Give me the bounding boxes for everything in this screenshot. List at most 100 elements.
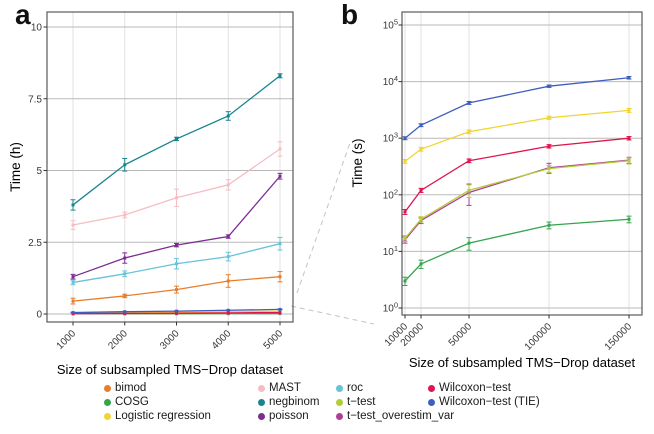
legend-swatch — [258, 384, 265, 392]
legend-item-roc: roc — [336, 381, 428, 395]
data-point — [278, 74, 282, 78]
data-point — [403, 159, 407, 163]
x-tick-label: 1000 — [55, 328, 79, 352]
data-point — [547, 167, 551, 171]
y-tick-label: 105 — [383, 18, 398, 32]
data-point — [547, 223, 551, 227]
data-point — [71, 311, 75, 315]
data-point — [403, 236, 407, 240]
x-tick-label: 2000 — [106, 328, 130, 352]
y-tick-label: 102 — [383, 187, 398, 201]
x-tick-label: 150000 — [603, 321, 635, 353]
data-point — [123, 163, 127, 167]
y-axis-title: Time (s) — [350, 139, 365, 188]
data-point — [175, 288, 178, 292]
data-point — [71, 275, 75, 279]
x-tick-label: 3000 — [158, 328, 182, 352]
data-point — [467, 101, 471, 105]
legend-swatch — [104, 412, 111, 420]
zoom-connector-line — [290, 305, 375, 325]
y-tick-label: 5 — [36, 166, 42, 177]
data-point — [175, 309, 178, 313]
series-roc — [70, 236, 283, 286]
x-tick-label: 100000 — [523, 321, 555, 353]
data-point — [226, 311, 230, 315]
data-point — [226, 114, 230, 118]
data-point — [123, 256, 127, 260]
legend-item-t−test_overestim_var: t−test_overestim_var — [336, 409, 454, 423]
data-point — [175, 196, 178, 200]
y-tick-label: 7.5 — [28, 94, 42, 105]
legend-label: Wilcoxon−test — [439, 382, 511, 394]
panel-a-label: a — [15, 0, 31, 30]
data-point — [467, 241, 471, 245]
data-point — [419, 123, 423, 127]
x-tick-label: 50000 — [447, 321, 475, 349]
legend-item-t−test: t−test — [336, 395, 428, 409]
series-Wilcoxon−test (TIE) — [402, 76, 632, 141]
data-point — [123, 310, 127, 314]
data-point — [467, 159, 471, 163]
legend-label: negbinom — [269, 396, 320, 408]
y-tick-label: 2.5 — [28, 238, 42, 249]
data-point — [278, 174, 282, 178]
data-point — [419, 147, 423, 151]
data-point — [547, 144, 551, 148]
panel-a-chart: 1000 2000 3000 4000 5000 0 2.5 5 7.5 10 Size of su… — [8, 11, 294, 377]
data-point — [403, 279, 407, 283]
data-point — [175, 262, 178, 266]
series-line — [404, 218, 630, 282]
series-line — [404, 77, 630, 139]
series-line — [404, 160, 630, 239]
legend-label: t−test — [347, 396, 376, 408]
data-point — [71, 299, 75, 303]
data-point — [403, 210, 407, 214]
y-tick-label: 0 — [36, 310, 42, 321]
y-tick-label: 100 — [383, 301, 398, 315]
y-tick-label: 103 — [383, 131, 398, 145]
data-point — [467, 130, 471, 134]
legend-label: Wilcoxon−test (TIE) — [439, 396, 540, 408]
panel-b-label: b — [341, 0, 359, 30]
data-point — [278, 307, 282, 311]
y-tick-label: 101 — [383, 244, 398, 258]
x-axis-title: Size of subsampled TMS−Drop dataset — [409, 355, 636, 370]
series-COSG — [402, 215, 632, 286]
legend-label: bimod — [115, 382, 147, 394]
data-point — [71, 223, 75, 227]
legend-item-COSG: COSG — [104, 395, 258, 409]
series-Wilcoxon−test — [402, 136, 632, 215]
data-point — [226, 235, 230, 239]
legend-item-Wilcoxon−test: Wilcoxon−test — [428, 381, 540, 395]
legend: bimod COSG Logistic regression MAST negbinom… — [104, 381, 540, 423]
series-t−test — [402, 157, 632, 242]
data-point — [123, 213, 127, 217]
legend-swatch — [258, 398, 265, 406]
series-negbinom — [70, 73, 283, 211]
plot-border — [46, 11, 294, 323]
data-point — [627, 159, 631, 163]
data-point — [547, 116, 551, 120]
data-point — [226, 308, 230, 312]
data-point — [627, 136, 631, 140]
legend-item-MAST: MAST — [258, 381, 336, 395]
series-MAST — [70, 141, 283, 230]
series-t−test_overestim_var — [402, 156, 632, 244]
data-point — [419, 217, 423, 221]
data-point — [175, 137, 178, 141]
legend-item-Logistic regression: Logistic regression — [104, 409, 258, 423]
legend-column: bimod COSG Logistic regression — [104, 381, 258, 423]
data-point — [419, 262, 423, 266]
data-point — [175, 311, 178, 315]
legend-swatch — [428, 384, 435, 392]
legend-swatch — [336, 398, 343, 406]
legend-label: Logistic regression — [115, 410, 211, 422]
data-point — [547, 84, 551, 88]
plot-border — [401, 11, 643, 316]
series-poisson — [70, 172, 283, 280]
data-point — [278, 147, 282, 151]
data-point — [627, 108, 631, 112]
legend-swatch — [258, 412, 265, 420]
data-point — [403, 136, 407, 140]
